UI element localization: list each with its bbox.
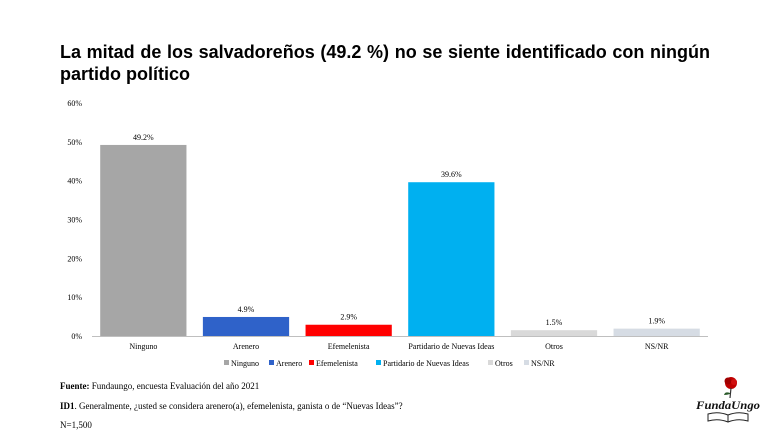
legend-item: Otros — [495, 359, 513, 368]
legend-swatch — [488, 360, 493, 365]
y-tick-label: 60% — [67, 99, 82, 108]
x-tick-label: Arenero — [233, 342, 259, 351]
data-label: 4.9% — [238, 305, 255, 314]
y-tick-label: 30% — [67, 216, 82, 225]
fundaungo-logo: FundaUngo — [695, 377, 760, 423]
legend-item: Arenero — [276, 359, 302, 368]
sample-size: N=1,500 — [60, 420, 92, 430]
y-tick-label: 40% — [67, 177, 82, 186]
question-label: ID1 — [60, 401, 75, 411]
legend-swatch — [524, 360, 529, 365]
x-tick-label: Otros — [545, 342, 563, 351]
source-text: Fundaungo, encuesta Evaluación del año 2… — [89, 381, 260, 391]
question-note: ID1. Generalmente, ¿usted se considera a… — [60, 401, 403, 411]
chart-title: La mitad de los salvadoreños (49.2 %) no… — [60, 42, 710, 84]
legend-swatch — [269, 360, 274, 365]
bar-3 — [408, 182, 495, 336]
data-label: 1.5% — [546, 318, 563, 327]
legend-swatch — [309, 360, 314, 365]
legend-item: Ninguno — [231, 359, 259, 368]
legend-item: NS/NR — [531, 359, 555, 368]
x-tick-label: Ninguno — [129, 342, 157, 351]
y-tick-label: 20% — [67, 254, 82, 263]
source-label: Fuente: — [60, 381, 90, 391]
book-icon — [707, 412, 749, 423]
x-tick-label: Efemelenista — [328, 342, 370, 351]
bar-0 — [100, 144, 187, 336]
question-text: . Generalmente, ¿usted se considera aren… — [74, 401, 403, 411]
legend-swatch — [224, 360, 229, 365]
y-tick-label: 0% — [71, 332, 82, 341]
bar-1 — [202, 316, 290, 336]
bar-5 — [613, 328, 700, 336]
data-label: 2.9% — [340, 313, 357, 322]
y-tick-label: 10% — [67, 293, 82, 302]
bar-2 — [305, 324, 392, 336]
rose-icon — [724, 377, 737, 399]
x-tick-label: Partidario de Nuevas Ideas — [408, 342, 494, 351]
legend-item: Partidario de Nuevas Ideas — [383, 359, 469, 368]
data-label: 39.6% — [441, 170, 462, 179]
bar-chart: 0% 10% 20% 30% 40% 50% 60% 49.2% Ninguno 4.9% Aren… — [67, 99, 708, 368]
legend-item: Efemelenista — [316, 359, 358, 368]
legend-swatch — [376, 360, 381, 365]
x-tick-label: NS/NR — [645, 342, 669, 351]
data-label: 49.2% — [133, 133, 154, 142]
bar-4 — [510, 330, 598, 336]
y-tick-label: 50% — [67, 138, 82, 147]
data-label: 1.9% — [648, 317, 665, 326]
source-note: Fuente: Fundaungo, encuesta Evaluación d… — [60, 381, 259, 391]
logo-text: FundaUngo — [695, 398, 760, 412]
